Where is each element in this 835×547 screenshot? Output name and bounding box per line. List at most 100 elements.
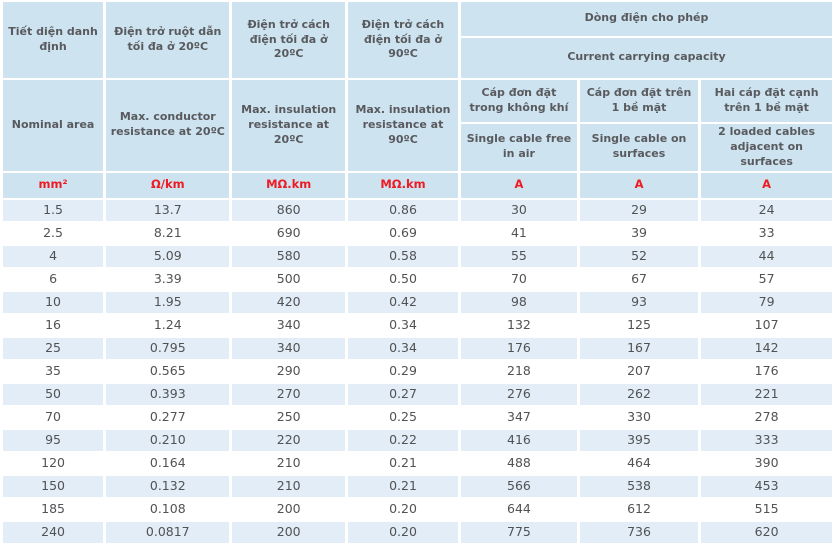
table-cell: 644 [461, 498, 577, 520]
table-cell: 2.5 [3, 222, 104, 244]
table-cell: 0.0817 [106, 521, 230, 543]
table-cell: 0.277 [106, 406, 230, 428]
table-cell: 0.21 [347, 475, 459, 497]
header-two-cables-adjacent-en: 2 loaded cables adjacent on surfaces [701, 124, 832, 171]
table-cell: 0.210 [106, 429, 230, 451]
table-cell: 0.34 [347, 337, 459, 359]
table-cell: 0.108 [106, 498, 230, 520]
table-cell: 16 [3, 314, 104, 336]
table-cell: 207 [579, 360, 699, 382]
table-cell: 395 [579, 429, 699, 451]
table-cell: 1.24 [106, 314, 230, 336]
table-cell: 55 [461, 245, 577, 267]
header-current-group-en: Current carrying capacity [461, 37, 832, 78]
table-row: 150 0.132 210 0.21 566 538 453 [3, 475, 832, 497]
table-cell: 57 [701, 268, 832, 290]
table-row: 35 0.565 290 0.29 218 207 176 [3, 360, 832, 382]
table-cell: 41 [461, 222, 577, 244]
table-cell: 488 [461, 452, 577, 474]
table-row: 2.5 8.21 690 0.69 41 39 33 [3, 222, 832, 244]
table-cell: 44 [701, 245, 832, 267]
table-cell: 0.21 [347, 452, 459, 474]
table-cell: 416 [461, 429, 577, 451]
table-cell: 390 [701, 452, 832, 474]
table-cell: 142 [701, 337, 832, 359]
table-cell: 330 [579, 406, 699, 428]
table-row: 240 0.0817 200 0.20 775 736 620 [3, 521, 832, 543]
table-cell: 0.565 [106, 360, 230, 382]
table-row: 120 0.164 210 0.21 488 464 390 [3, 452, 832, 474]
table-cell: 0.34 [347, 314, 459, 336]
table-cell: 0.86 [347, 199, 459, 221]
table-cell: 185 [3, 498, 104, 520]
header-single-cable-surface-en: Single cable on surfaces [579, 124, 699, 171]
table-cell: 218 [461, 360, 577, 382]
table-cell: 0.42 [347, 291, 459, 313]
header-single-cable-air-vi: Cáp đơn đặt trong không khí [461, 80, 577, 122]
table-body: 1.5 13.7 860 0.86 30 29 24 2.5 8.21 690 0.69 41 39 33… [3, 199, 832, 543]
header-nominal-area-vi: Tiết diện danh định [3, 2, 104, 78]
table-cell: 453 [701, 475, 832, 497]
table-cell: 176 [701, 360, 832, 382]
unit-single-cable-air: A [461, 172, 577, 198]
table-cell: 210 [232, 452, 345, 474]
table-cell: 620 [701, 521, 832, 543]
table-cell: 0.20 [347, 498, 459, 520]
table-cell: 0.393 [106, 383, 230, 405]
table-cell: 0.27 [347, 383, 459, 405]
unit-insulation-90: MΩ.km [347, 172, 459, 198]
header-insulation-90-vi: Điện trở cách điện tối đa ở 90ºC [347, 2, 459, 78]
table-cell: 262 [579, 383, 699, 405]
table-cell: 70 [461, 268, 577, 290]
table-row: 10 1.95 420 0.42 98 93 79 [3, 291, 832, 313]
table-cell: 50 [3, 383, 104, 405]
table-cell: 690 [232, 222, 345, 244]
table-cell: 0.795 [106, 337, 230, 359]
table-row: 70 0.277 250 0.25 347 330 278 [3, 406, 832, 428]
table-row: 25 0.795 340 0.34 176 167 142 [3, 337, 832, 359]
table-cell: 35 [3, 360, 104, 382]
unit-insulation-20: MΩ.km [232, 172, 345, 198]
table-cell: 464 [579, 452, 699, 474]
header-insulation-20-en: Max. insulation resistance at 20ºC [232, 80, 345, 171]
table-cell: 276 [461, 383, 577, 405]
table-cell: 93 [579, 291, 699, 313]
table-cell: 120 [3, 452, 104, 474]
table-cell: 612 [579, 498, 699, 520]
table-cell: 39 [579, 222, 699, 244]
header-current-group-vi: Dòng điện cho phép [461, 2, 832, 36]
table-row: 1.5 13.7 860 0.86 30 29 24 [3, 199, 832, 221]
table-cell: 0.29 [347, 360, 459, 382]
table-cell: 150 [3, 475, 104, 497]
table-cell: 29 [579, 199, 699, 221]
table-cell: 221 [701, 383, 832, 405]
table-header: Tiết diện danh định Điện trở ruột dẫn tố… [3, 2, 832, 198]
table-cell: 0.25 [347, 406, 459, 428]
table-cell: 3.39 [106, 268, 230, 290]
units-row: mm² Ω/km MΩ.km MΩ.km A A A [3, 172, 832, 198]
table-cell: 33 [701, 222, 832, 244]
table-cell: 340 [232, 314, 345, 336]
table-cell: 4 [3, 245, 104, 267]
table-cell: 500 [232, 268, 345, 290]
table-cell: 13.7 [106, 199, 230, 221]
header-two-cables-adjacent-vi: Hai cáp đặt cạnh trên 1 bề mặt [701, 80, 832, 122]
table-cell: 0.58 [347, 245, 459, 267]
table-cell: 0.22 [347, 429, 459, 451]
header-single-cable-air-en: Single cable free in air [461, 124, 577, 171]
table-cell: 347 [461, 406, 577, 428]
table-cell: 580 [232, 245, 345, 267]
table-cell: 98 [461, 291, 577, 313]
table-cell: 270 [232, 383, 345, 405]
table-cell: 132 [461, 314, 577, 336]
table-cell: 107 [701, 314, 832, 336]
unit-two-cables-adjacent: A [701, 172, 832, 198]
table-cell: 30 [461, 199, 577, 221]
table-cell: 0.164 [106, 452, 230, 474]
table-cell: 5.09 [106, 245, 230, 267]
table-cell: 67 [579, 268, 699, 290]
table-cell: 0.20 [347, 521, 459, 543]
header-conductor-resistance-vi: Điện trở ruột dẫn tối đa ở 20ºC [106, 2, 230, 78]
table-cell: 538 [579, 475, 699, 497]
